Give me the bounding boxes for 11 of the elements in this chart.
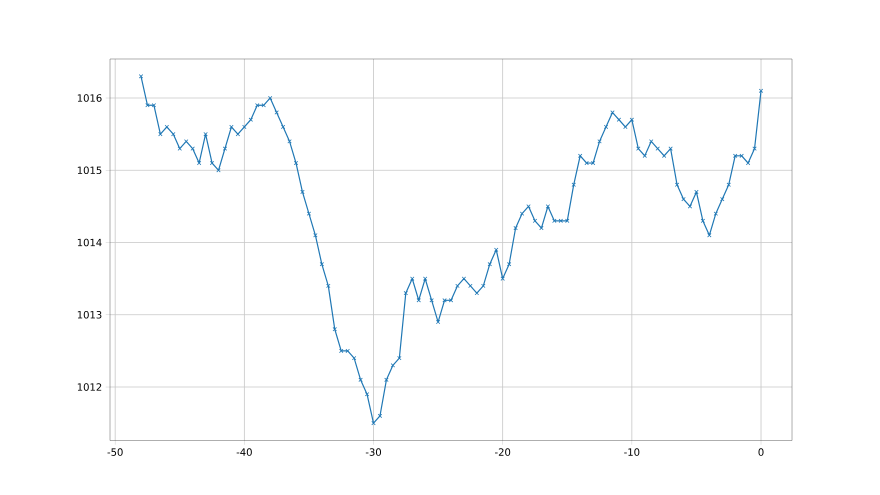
x-tick-label: -10 [624,448,640,456]
x-tick-label: -20 [494,448,510,456]
y-tick-label: 1012 [78,383,102,391]
x-tick-label: -50 [107,448,123,456]
x-tick-label: -40 [236,448,252,456]
y-tick-label: 1014 [78,238,102,246]
y-tick-label: 1016 [78,94,102,102]
y-tick-label: 1015 [78,166,102,174]
x-tick-label: 0 [758,448,764,456]
x-tick-label: -30 [366,448,382,456]
y-tick-label: 1013 [78,310,102,319]
